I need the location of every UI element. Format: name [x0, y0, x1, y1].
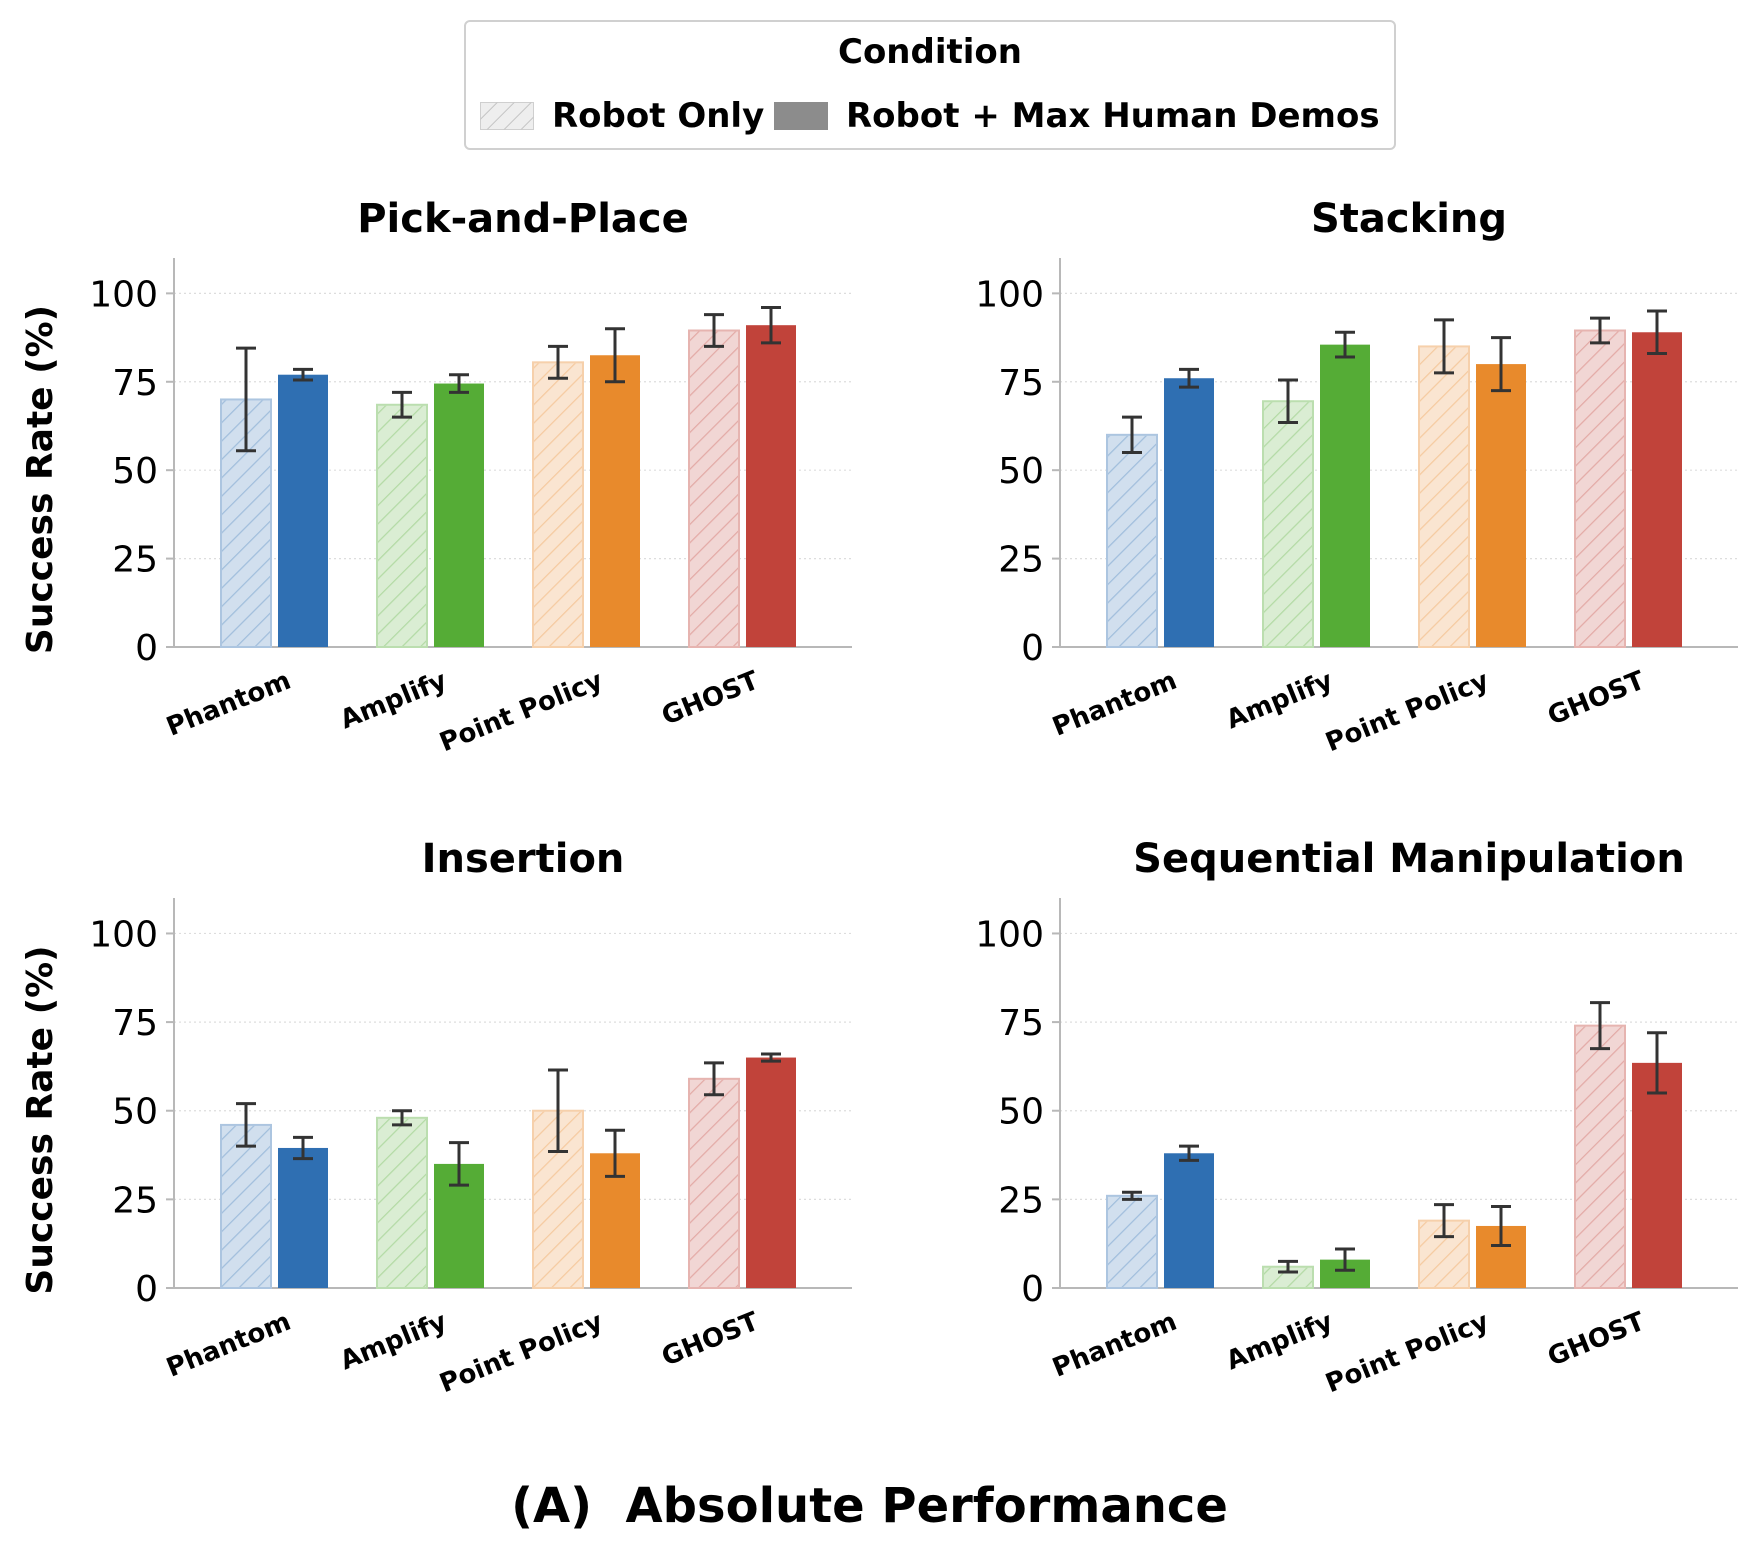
- bar-phantom-robot-human: [278, 1147, 328, 1288]
- y-tick-label: 50: [998, 1092, 1044, 1133]
- bar-hatch-ghost: [690, 1079, 738, 1287]
- legend-entry-robot-human: Robot + Max Human Demos: [774, 92, 1380, 140]
- bar-hatch-amplify: [1264, 402, 1312, 646]
- y-tick-label: 25: [112, 1180, 158, 1221]
- y-tick-label: 50: [112, 1092, 158, 1133]
- figure-caption: (A) Absolute Performance: [511, 1478, 1228, 1534]
- x-tick-label: Point Policy: [436, 666, 608, 759]
- x-tick-label: Amplify: [1222, 1307, 1337, 1377]
- bar-hatch-ghost: [690, 331, 738, 646]
- bar-ghost-robot-human: [1632, 332, 1682, 647]
- x-tick-label: Point Policy: [436, 1307, 608, 1400]
- x-tick-label: Point Policy: [1322, 1307, 1494, 1400]
- bar-point-policy-robot-human: [1476, 364, 1526, 647]
- y-tick-label: 25: [998, 1180, 1044, 1221]
- bar-hatch-ghost: [1576, 1026, 1624, 1287]
- chart-title: Sequential Manipulation: [1133, 836, 1685, 882]
- bar-hatch-ghost: [1576, 331, 1624, 646]
- y-axis-label: Success Rate (%): [20, 305, 61, 654]
- x-tick-label: Amplify: [336, 666, 451, 736]
- bar-phantom-robot-human: [1164, 1153, 1214, 1288]
- x-tick-label: GHOST: [658, 666, 764, 732]
- bar-hatch-point-policy: [1420, 347, 1468, 646]
- x-tick-label: Phantom: [1048, 666, 1181, 743]
- bar-hatch-amplify: [1264, 1267, 1312, 1287]
- legend-swatch-hatched: [480, 102, 534, 130]
- y-tick-label: 100: [89, 914, 158, 955]
- chart-panel-sequential-manipulation: Sequential Manipulation 0 25 50 75 100 Phantom…: [975, 836, 1738, 1399]
- y-tick-label: 50: [998, 451, 1044, 492]
- x-tick-label: Amplify: [336, 1307, 451, 1377]
- y-tick-label: 0: [1021, 628, 1044, 669]
- y-tick-label: 0: [1021, 1269, 1044, 1310]
- legend-swatch-solid: [774, 102, 828, 130]
- y-tick-label: 100: [89, 274, 158, 315]
- x-tick-label: GHOST: [1544, 666, 1650, 732]
- bar-ghost-robot-human: [746, 1057, 796, 1288]
- x-tick-label: Amplify: [1222, 666, 1337, 736]
- y-tick-label: 75: [112, 363, 158, 404]
- x-tick-label: Point Policy: [1322, 666, 1494, 759]
- chart-title: Pick-and-Place: [357, 196, 689, 242]
- y-tick-label: 100: [975, 914, 1044, 955]
- legend-title: Condition: [838, 32, 1022, 72]
- y-tick-label: 0: [135, 1269, 158, 1310]
- chart-legend: Condition Robot Only Robot + Max Human D…: [464, 20, 1396, 150]
- bar-hatch-phantom: [222, 1125, 270, 1287]
- bar-hatch-amplify: [378, 405, 426, 646]
- bar-hatch-point-policy: [534, 363, 582, 646]
- bar-amplify-robot-human: [1320, 344, 1370, 647]
- x-tick-label: Phantom: [162, 666, 295, 743]
- y-tick-label: 25: [112, 540, 158, 581]
- y-tick-label: 25: [998, 540, 1044, 581]
- bar-point-policy-robot-human: [590, 355, 640, 647]
- bar-amplify-robot-human: [434, 383, 484, 647]
- x-tick-label: Phantom: [1048, 1307, 1181, 1384]
- bar-ghost-robot-human: [1632, 1062, 1682, 1288]
- bar-hatch-phantom: [1108, 435, 1156, 646]
- y-tick-label: 75: [998, 363, 1044, 404]
- legend-label-robot-only: Robot Only: [552, 96, 765, 136]
- bar-hatch-amplify: [378, 1118, 426, 1287]
- bar-ghost-robot-human: [746, 325, 796, 647]
- chart-panel-pick-and-place: Pick-and-Place 0 25 50 75 100 Success Rate (%)…: [20, 196, 852, 758]
- bar-phantom-robot-human: [1164, 378, 1214, 647]
- y-tick-label: 75: [998, 1003, 1044, 1044]
- legend-entry-robot-only: Robot Only: [480, 92, 764, 140]
- y-tick-label: 75: [112, 1003, 158, 1044]
- chart-panel-insertion: Insertion 0 25 50 75 100 Success Rate (%) Phant…: [20, 836, 852, 1399]
- chart-title: Insertion: [422, 836, 625, 882]
- y-axis-label: Success Rate (%): [20, 945, 61, 1294]
- y-tick-label: 0: [135, 628, 158, 669]
- x-tick-label: GHOST: [658, 1307, 764, 1373]
- chart-title: Stacking: [1311, 196, 1507, 242]
- bar-phantom-robot-human: [278, 374, 328, 647]
- x-tick-label: Phantom: [162, 1307, 295, 1384]
- x-tick-label: GHOST: [1544, 1307, 1650, 1373]
- legend-label-robot-human: Robot + Max Human Demos: [846, 96, 1380, 136]
- bar-hatch-phantom: [1108, 1196, 1156, 1287]
- y-tick-label: 100: [975, 274, 1044, 315]
- y-tick-label: 50: [112, 451, 158, 492]
